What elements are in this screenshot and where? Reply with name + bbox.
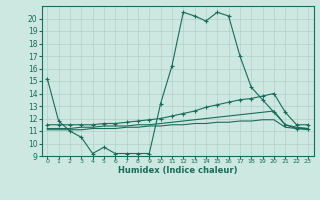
X-axis label: Humidex (Indice chaleur): Humidex (Indice chaleur) — [118, 166, 237, 175]
